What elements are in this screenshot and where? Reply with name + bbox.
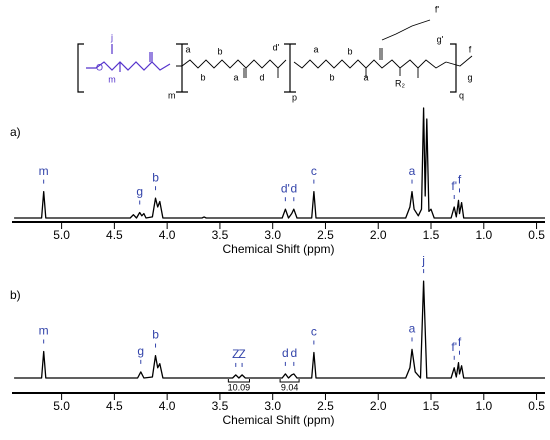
x-tick-label: 0.5 [528,399,545,413]
structure: O [77,19,473,93]
x-axis-label: Chemical Shift (ppm) [222,413,334,427]
x-tick-label: 3.0 [264,228,281,242]
structure-label: d' [273,42,280,52]
x-tick-label: 2.5 [317,228,334,242]
chart-title: a) [10,125,21,139]
integral-label: 10.09 [228,382,251,392]
x-tick-label: 3.5 [212,228,229,242]
peak-label: m [39,324,49,338]
structure-label: b [329,72,334,82]
peak-label: c [311,164,317,178]
peak-label: b [152,328,159,342]
spectrum [14,280,545,379]
peak-label: f [458,335,462,349]
peak-label: d [290,346,297,360]
peak-label: c [311,325,317,339]
x-tick-label: 3.5 [212,399,229,413]
x-tick-label: 1.5 [423,399,440,413]
integral-bracket [279,379,300,383]
structure-label: b [217,46,222,56]
peak-label: d' [281,181,290,195]
subscript: q [459,90,464,100]
x-tick-label: 0.5 [528,228,545,242]
bond [293,19,473,78]
peak-label: b [152,170,159,184]
structure-label: a [363,72,368,82]
peak-label: g [136,185,143,199]
structure-label: b [347,46,352,56]
x-tick-label: 4.5 [106,399,123,413]
x-axis-label: Chemical Shift (ppm) [222,242,334,256]
subscript: p [292,92,297,102]
x-tick-label: 5.0 [53,228,70,242]
structure-label: f [469,44,472,54]
peak-label: g [137,344,144,358]
bracket [77,43,457,93]
structure-label: g' [437,34,444,44]
structure-label: b [200,72,205,82]
x-tick-label: 2.0 [370,399,387,413]
structure-label: a [313,44,318,54]
peak-label: j [421,253,425,267]
structure-label: f' [435,4,440,14]
structure-label: a [233,72,238,82]
structure-label: j [110,32,113,42]
peak-label: a [409,164,416,178]
x-tick-label: 4.0 [159,228,176,242]
subscript: m [168,90,176,100]
x-tick-label: 4.0 [159,399,176,413]
atom: O [96,62,103,72]
structure-label: a [185,44,190,54]
structure-labels: j m a b b a d' d a b b a f' g' R₂ f g m p q [108,4,472,102]
peak-label: Z [238,347,245,361]
bond [176,59,287,78]
x-tick-label: 1.0 [475,399,492,413]
peak-label: a [409,322,416,336]
peak-label: m [39,164,49,178]
peak-label: d [290,181,297,195]
peak-label: d [282,346,289,360]
structure-label: m [108,74,116,84]
integral-bracket [227,379,250,383]
peak-label: f [458,173,462,187]
structure-label: g [467,72,472,82]
x-tick-label: 4.5 [106,228,123,242]
peak-label: f' [451,179,457,193]
x-tick-label: 5.0 [53,399,70,413]
x-tick-label: 1.0 [475,228,492,242]
bond [86,44,171,72]
chart-title: b) [10,288,21,302]
structure-label: R₂ [395,78,405,88]
x-tick-label: 1.5 [423,228,440,242]
integral-label: 9.04 [281,382,299,392]
structure-label: d [259,72,264,82]
x-tick-label: 2.5 [317,399,334,413]
peak-label: Z [232,347,239,361]
spectrum [14,107,545,219]
x-tick-label: 2.0 [370,228,387,242]
peak-label: f' [451,340,457,354]
x-tick-label: 3.0 [264,399,281,413]
